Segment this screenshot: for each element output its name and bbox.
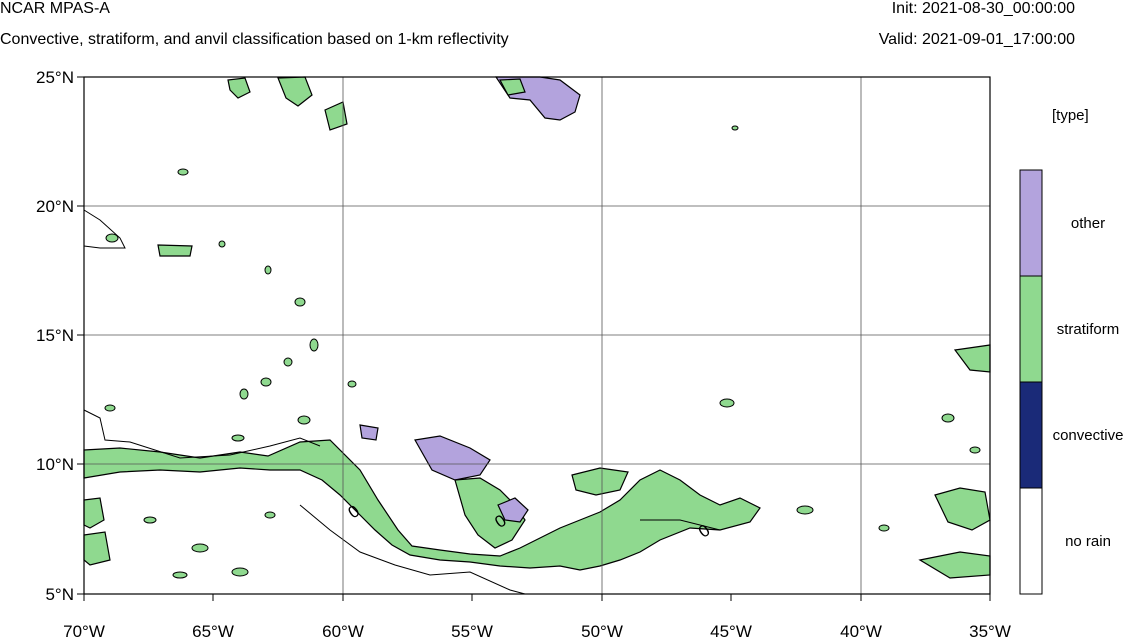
lon-label-50w: 50°W [581,622,623,641]
colorbar-label-stratiform: stratiform [1056,321,1120,338]
lat-label-5n: 5°N [45,585,74,604]
gridlines [84,77,990,594]
lat-label-20n: 20°N [36,197,74,216]
lon-label-45w: 45°W [710,622,752,641]
axis-ticks [77,76,991,601]
init-time: Init: 2021-08-30_00:00:00 [891,0,1075,17]
colorbar [1019,169,1043,595]
colorbar-swatch-no-rain [1019,487,1043,595]
precip-regions [83,76,991,579]
colorbar-label-no-rain: no rain [1065,533,1111,550]
valid-time: Valid: 2021-09-01_17:00:00 [878,31,1075,48]
lon-labels: 70°W 65°W 60°W 55°W 50°W 45°W 40°W 35°W [63,622,1011,641]
lon-label-55w: 55°W [451,622,493,641]
lon-label-60w: 60°W [322,622,364,641]
lon-label-40w: 40°W [840,622,882,641]
scattered-cells [104,125,981,579]
lon-label-35w: 35°W [969,622,1011,641]
lon-label-65w: 65°W [192,622,234,641]
map-subtitle: Convective, stratiform, and anvil classi… [0,31,509,48]
lat-label-10n: 10°N [36,455,74,474]
lat-label-15n: 15°N [36,326,74,345]
colorbar-label-convective: convective [1052,427,1124,444]
lat-label-25n: 25°N [36,68,74,87]
colorbar-title: [type] [1052,107,1089,124]
map-title: NCAR MPAS-A [0,0,110,17]
colorbar-label-other: other [1070,215,1106,232]
zero-contours [83,209,721,595]
plot-area [84,77,990,594]
lat-labels: 25°N 20°N 15°N 10°N 5°N [36,68,74,604]
lon-label-70w: 70°W [63,622,105,641]
